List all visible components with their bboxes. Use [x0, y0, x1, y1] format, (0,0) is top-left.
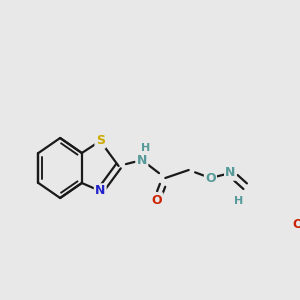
Text: H: H: [142, 143, 151, 153]
Text: N: N: [95, 184, 105, 197]
Text: S: S: [96, 134, 105, 148]
Text: O: O: [152, 194, 162, 206]
Text: H: H: [234, 196, 243, 206]
Text: N: N: [225, 167, 236, 179]
Text: O: O: [205, 172, 216, 184]
Text: O: O: [293, 218, 300, 230]
Text: N: N: [137, 154, 147, 166]
